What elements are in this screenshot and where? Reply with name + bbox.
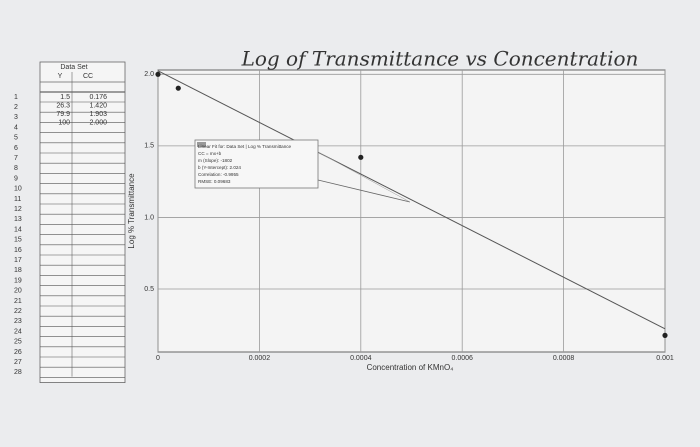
table-cell: 100 xyxy=(58,119,70,126)
row-number: 11 xyxy=(14,196,21,203)
y-tick-label: 0.5 xyxy=(144,286,154,293)
annotation-line: Linear Fit for: Data Set | Log % Transmi… xyxy=(198,144,292,149)
row-number: 16 xyxy=(14,247,22,254)
x-tick-label: 0.0006 xyxy=(451,355,473,362)
data-point xyxy=(155,71,161,77)
column-header: Y xyxy=(58,73,63,80)
table-cell: 1.903 xyxy=(89,111,107,118)
data-point xyxy=(358,154,364,160)
row-number: 10 xyxy=(14,186,22,193)
row-number: 28 xyxy=(14,369,22,376)
row-number: 15 xyxy=(14,237,22,244)
row-number: 6 xyxy=(14,145,18,152)
table-cell: 79.9 xyxy=(56,111,70,118)
annotation-connector xyxy=(317,151,411,203)
row-number: 5 xyxy=(14,135,18,142)
row-number: 22 xyxy=(14,308,22,315)
column-header: CC xyxy=(83,73,93,80)
row-number: 27 xyxy=(14,359,22,366)
table-cell: 0.176 xyxy=(89,94,107,101)
annotation-line: m (Slope): -1802 xyxy=(198,158,233,163)
annotation-connector xyxy=(317,179,411,203)
table-cell: 2.000 xyxy=(89,119,107,126)
row-number: 20 xyxy=(14,288,22,295)
y-tick-label: 1.0 xyxy=(144,214,154,221)
handwritten-title: Log of Transmittance vs Concentration xyxy=(241,47,639,71)
row-number: 3 xyxy=(14,114,18,121)
annotation-line: b (Y-Intercept): 2.024 xyxy=(198,165,241,170)
row-number: 13 xyxy=(14,216,22,223)
row-number: 26 xyxy=(14,349,22,356)
table-cell: 1.420 xyxy=(89,102,107,109)
row-number: 17 xyxy=(14,257,22,264)
fit-line xyxy=(157,70,666,330)
row-number: 12 xyxy=(14,206,22,213)
row-number: 4 xyxy=(14,124,18,131)
x-axis-label: Concentration of KMnO₄ xyxy=(367,363,454,372)
y-tick-label: 2.0 xyxy=(144,71,154,78)
row-number: 23 xyxy=(14,318,22,325)
x-tick-label: 0.0002 xyxy=(249,355,271,362)
annotation-line: RMSE: 0.09683 xyxy=(198,179,231,184)
annotation-icon xyxy=(197,142,206,147)
row-number: 25 xyxy=(14,339,22,346)
row-number: 2 xyxy=(14,104,18,111)
row-number: 24 xyxy=(14,328,22,335)
y-axis-label: Log % Transmittance xyxy=(127,173,136,249)
row-number: 14 xyxy=(14,226,22,233)
y-tick-label: 1.5 xyxy=(144,143,154,150)
annotation-line: CC = mx+b xyxy=(198,151,222,156)
row-number: 19 xyxy=(14,277,22,284)
row-number: 1 xyxy=(14,94,18,101)
row-number: 21 xyxy=(14,298,22,305)
data-point xyxy=(662,332,668,338)
row-number: 8 xyxy=(14,165,18,172)
table-frame xyxy=(39,61,126,384)
annotation-line: Correlation: -0.9955 xyxy=(198,172,239,177)
x-tick-label: 0.001 xyxy=(656,355,674,362)
x-tick-label: 0 xyxy=(156,355,160,362)
table-cell: 26.3 xyxy=(56,102,70,109)
row-number: 7 xyxy=(14,155,18,162)
row-number: 9 xyxy=(14,175,18,182)
x-tick-label: 0.0008 xyxy=(553,355,575,362)
plot-area xyxy=(157,69,666,353)
table-cell: 1.5 xyxy=(60,94,70,101)
row-number: 18 xyxy=(14,267,22,274)
data-point xyxy=(175,85,181,91)
annotation-box xyxy=(194,139,319,189)
x-tick-label: 0.0004 xyxy=(350,355,372,362)
table-title: Data Set xyxy=(60,64,87,71)
